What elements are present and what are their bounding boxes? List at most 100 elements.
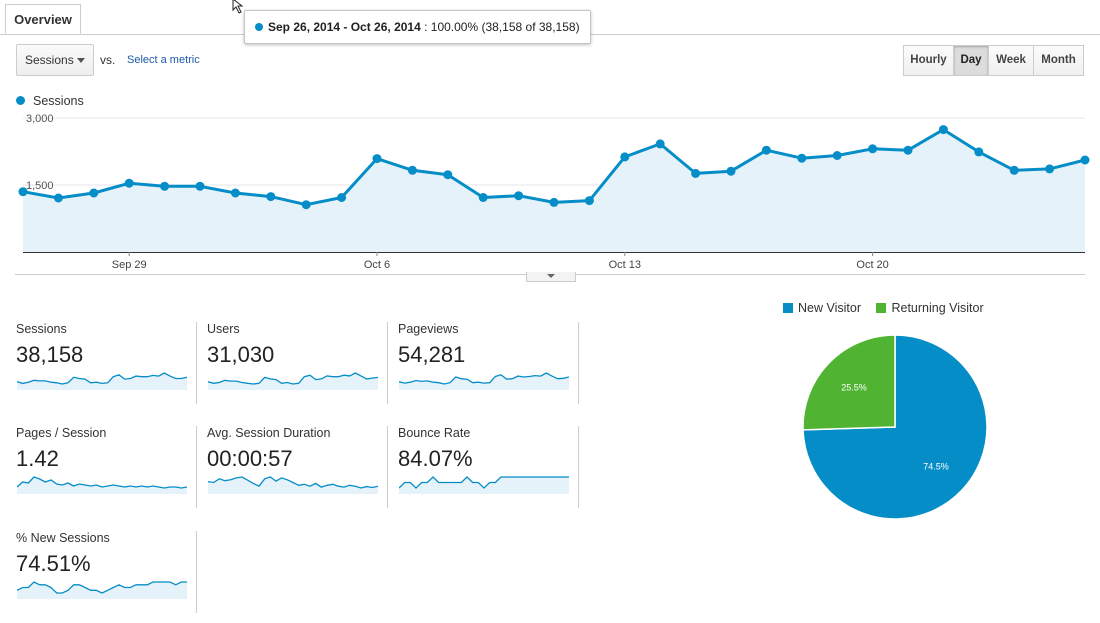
data-point: [761, 145, 771, 155]
sparkline-line: [17, 581, 187, 594]
x-tick-label: Oct 20: [856, 259, 888, 271]
tooltip-detail: : 100.00% (38,158 of 38,158): [424, 20, 580, 34]
chart-collapse-handle[interactable]: [526, 272, 576, 282]
data-point: [230, 188, 240, 198]
scorecard-divider: [196, 426, 197, 508]
scorecard-value: 84.07%: [398, 446, 473, 471]
y-tick-label: 1,500: [26, 180, 54, 192]
legend-series-dot: [16, 96, 25, 105]
data-point: [478, 193, 488, 202]
pie-slice[interactable]: [802, 334, 896, 431]
sparkline: [17, 372, 187, 390]
sparkline-line: [17, 372, 187, 385]
scorecard-divider: [196, 531, 197, 613]
sparkline-line: [208, 476, 378, 489]
pie-legend-item[interactable]: New Visitor: [783, 301, 861, 315]
scorecard-label: Users: [207, 322, 240, 336]
sparkline: [208, 476, 378, 494]
pie-legend-label: New Visitor: [798, 301, 861, 315]
legend-label: Sessions: [33, 94, 84, 108]
data-point: [549, 197, 559, 207]
scorecard-divider: [196, 322, 197, 404]
pie-legend-item[interactable]: Returning Visitor: [876, 301, 984, 315]
data-point: [1045, 164, 1055, 174]
chart-legend: Sessions: [16, 94, 84, 108]
data-point: [620, 152, 630, 162]
sparkline-area: [17, 582, 187, 599]
chevron-down-icon: [547, 274, 555, 278]
scorecard-pages-per-session[interactable]: Pages / Session 1.42: [16, 426, 197, 508]
scorecard-label: Pages / Session: [16, 426, 107, 440]
data-point: [124, 178, 134, 188]
scorecard-label: Sessions: [16, 322, 67, 336]
scorecard-value: 00:00:57: [207, 446, 293, 471]
pie-legend: New Visitor Returning Visitor: [783, 301, 996, 315]
scorecard-value: 54,281: [398, 342, 466, 367]
scorecard-new-sessions[interactable]: % New Sessions 74.51%: [16, 531, 197, 613]
week-button[interactable]: Week: [988, 45, 1034, 76]
sparkline-line: [399, 476, 569, 489]
data-point: [160, 181, 170, 191]
scorecard-divider: [578, 426, 579, 508]
data-point: [514, 191, 524, 201]
data-point: [266, 192, 276, 202]
data-point: [372, 154, 382, 164]
sparkline: [17, 476, 187, 494]
data-point: [89, 188, 99, 198]
data-point: [691, 168, 701, 178]
sessions-line-chart[interactable]: 3,000 1,500 Sep 29 Oct 6 Oct 13 Oct 20: [0, 110, 1100, 275]
pie-slice-label: 74.5%: [923, 462, 949, 472]
sparkline: [399, 476, 569, 494]
data-point: [903, 145, 913, 155]
scorecard-label: % New Sessions: [16, 531, 110, 545]
data-point: [832, 151, 842, 160]
data-point: [443, 170, 453, 180]
sparkline-line: [399, 372, 569, 385]
data-point: [726, 166, 736, 176]
sparkline: [17, 581, 187, 599]
scorecard-bounce-rate[interactable]: Bounce Rate 84.07%: [398, 426, 579, 508]
y-tick-label: 3,000: [26, 113, 54, 125]
hourly-button[interactable]: Hourly: [903, 45, 954, 76]
metric-dropdown-value: Sessions: [25, 53, 74, 67]
data-point: [18, 187, 28, 197]
data-point: [974, 147, 984, 157]
data-point: [938, 125, 948, 135]
data-point: [53, 193, 63, 203]
x-tick-label: Oct 6: [364, 259, 390, 271]
data-point: [1080, 155, 1090, 165]
month-button[interactable]: Month: [1033, 45, 1084, 76]
scorecard-label: Avg. Session Duration: [207, 426, 331, 440]
scorecard-value: 1.42: [16, 446, 59, 471]
scorecard-avg-session-duration[interactable]: Avg. Session Duration 00:00:57: [207, 426, 388, 508]
data-point: [584, 196, 594, 206]
sparkline: [399, 372, 569, 390]
data-point: [407, 165, 417, 175]
mouse-cursor-icon: [232, 0, 244, 14]
scorecard-pageviews[interactable]: Pageviews 54,281: [398, 322, 579, 404]
data-point: [195, 181, 205, 191]
series-area: [23, 129, 1085, 252]
day-button[interactable]: Day: [953, 45, 989, 76]
scorecard-value: 74.51%: [16, 551, 91, 576]
scorecard-label: Pageviews: [398, 322, 459, 336]
scorecard-sessions[interactable]: Sessions 38,158: [16, 322, 197, 404]
scorecard-users[interactable]: Users 31,030: [207, 322, 388, 404]
visitor-type-pie-chart[interactable]: 74.5% 25.5%: [795, 327, 995, 527]
data-point: [868, 144, 878, 154]
scorecard-value: 31,030: [207, 342, 275, 367]
select-metric-link[interactable]: Select a metric: [127, 54, 200, 66]
metric-dropdown[interactable]: Sessions: [16, 44, 94, 76]
data-point: [337, 193, 347, 202]
vs-label: vs.: [100, 53, 116, 67]
pie-legend-label: Returning Visitor: [891, 301, 984, 315]
sparkline-line: [17, 476, 187, 489]
sparkline-area: [17, 477, 187, 494]
chevron-down-icon: [77, 58, 85, 63]
data-point: [797, 153, 807, 163]
scorecard-value: 38,158: [16, 342, 84, 367]
date-range-tooltip: Sep 26, 2014 - Oct 26, 2014 : 100.00% (3…: [244, 10, 591, 44]
pie-slice-label: 25.5%: [841, 382, 867, 392]
scorecard-divider: [387, 322, 388, 404]
tab-overview[interactable]: Overview: [5, 4, 81, 34]
